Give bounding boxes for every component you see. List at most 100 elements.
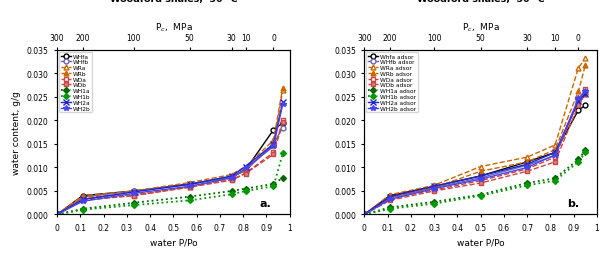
WRa adsor bbox=[430, 184, 437, 187]
WHfa bbox=[79, 194, 86, 197]
Line: WH1a: WH1a bbox=[55, 176, 285, 217]
Line: Whfa adsor: Whfa adsor bbox=[362, 104, 588, 217]
WH1a adsor bbox=[477, 194, 484, 197]
WH2a bbox=[228, 175, 235, 178]
WH2b bbox=[53, 213, 61, 216]
WH1a bbox=[186, 195, 193, 198]
WRa bbox=[186, 186, 193, 189]
WH2a bbox=[279, 101, 286, 104]
Y-axis label: water content, g/g: water content, g/g bbox=[12, 91, 21, 174]
WH1b adsor bbox=[386, 208, 394, 211]
WRa bbox=[279, 89, 286, 92]
WDa adsor bbox=[582, 88, 589, 91]
WDb adsor bbox=[430, 190, 437, 193]
WHfb adsor bbox=[361, 213, 368, 216]
WHfa bbox=[242, 169, 249, 172]
Whfa adsor bbox=[575, 109, 582, 112]
WH2b adsor bbox=[524, 166, 531, 169]
WH2b adsor bbox=[386, 198, 394, 201]
WRb bbox=[186, 181, 193, 184]
Text: a.: a. bbox=[260, 198, 271, 208]
Whfa adsor bbox=[386, 194, 394, 197]
X-axis label: P$_c$,  MPa: P$_c$, MPa bbox=[462, 22, 499, 34]
WH2b adsor bbox=[575, 98, 582, 101]
WHfb bbox=[53, 213, 61, 216]
X-axis label: water P/Po: water P/Po bbox=[149, 237, 197, 246]
WH1b adsor bbox=[430, 202, 437, 205]
WHfb adsor bbox=[551, 155, 559, 158]
WHfb adsor bbox=[430, 186, 437, 189]
Line: WDa: WDa bbox=[55, 119, 285, 217]
WDb bbox=[186, 186, 193, 189]
WHfa bbox=[228, 176, 235, 179]
WDb adsor bbox=[524, 170, 531, 173]
Text: b.: b. bbox=[567, 198, 579, 208]
WH2b bbox=[270, 145, 277, 148]
WHfb bbox=[130, 190, 137, 193]
Line: WH1b adsor: WH1b adsor bbox=[362, 151, 587, 217]
WH2b adsor bbox=[430, 187, 437, 190]
WHfb adsor bbox=[582, 93, 589, 96]
Whfa adsor bbox=[524, 161, 531, 164]
Title: Woodford shales,  30 °C: Woodford shales, 30 °C bbox=[110, 0, 237, 4]
WDb bbox=[279, 121, 286, 124]
WH2a adsor bbox=[477, 175, 484, 178]
WHfb bbox=[242, 170, 249, 173]
WH2a adsor bbox=[551, 151, 559, 154]
WRa adsor bbox=[582, 58, 589, 61]
WH1b adsor bbox=[477, 194, 484, 197]
WHfb adsor bbox=[477, 177, 484, 180]
WH2b bbox=[186, 185, 193, 188]
WH2a adsor bbox=[386, 195, 394, 198]
WDb adsor bbox=[477, 182, 484, 185]
WH1b bbox=[279, 152, 286, 155]
Legend: Whfa adsor, WHfb adsor, WRa adsor, WRb adsor, WDa adsor, WDb adsor, WH1a adsor, : Whfa adsor, WHfb adsor, WRa adsor, WRb a… bbox=[366, 53, 418, 113]
Whfa adsor bbox=[361, 213, 368, 216]
WDb bbox=[53, 213, 61, 216]
WH2b bbox=[279, 103, 286, 106]
WHfb bbox=[186, 183, 193, 186]
WH2a bbox=[130, 191, 137, 194]
Line: WH2a adsor: WH2a adsor bbox=[361, 91, 588, 217]
WH2b adsor bbox=[361, 213, 368, 216]
WH2a bbox=[270, 143, 277, 146]
WDa adsor bbox=[551, 156, 559, 159]
WRb bbox=[242, 165, 249, 168]
Line: WH1a adsor: WH1a adsor bbox=[362, 148, 587, 217]
Line: WHfb adsor: WHfb adsor bbox=[362, 92, 588, 217]
WDb adsor bbox=[386, 199, 394, 202]
WDb adsor bbox=[361, 213, 368, 216]
WRb adsor bbox=[575, 90, 582, 93]
WH2a adsor bbox=[361, 213, 368, 216]
WH1a bbox=[79, 208, 86, 211]
WRa adsor bbox=[477, 165, 484, 168]
WRa adsor bbox=[361, 213, 368, 216]
WDa bbox=[79, 198, 86, 201]
WDa adsor bbox=[430, 189, 437, 192]
Line: WRb adsor: WRb adsor bbox=[362, 63, 588, 217]
Whfa adsor bbox=[430, 185, 437, 188]
WDb bbox=[270, 153, 277, 156]
WDa adsor bbox=[386, 197, 394, 200]
WRb bbox=[270, 139, 277, 142]
Line: WH2b adsor: WH2b adsor bbox=[361, 89, 588, 217]
WHfa bbox=[130, 190, 137, 193]
WH1a adsor bbox=[361, 213, 368, 216]
WHfb adsor bbox=[575, 100, 582, 103]
WH2a adsor bbox=[430, 185, 437, 188]
WDb adsor bbox=[582, 93, 589, 96]
WH2b adsor bbox=[551, 154, 559, 157]
X-axis label: P$_c$,  MPa: P$_c$, MPa bbox=[155, 22, 192, 34]
WHfa bbox=[53, 213, 61, 216]
WRa bbox=[270, 144, 277, 147]
WHfb adsor bbox=[386, 197, 394, 200]
WHfa bbox=[186, 183, 193, 186]
WH1a bbox=[270, 183, 277, 186]
WDb adsor bbox=[551, 161, 559, 164]
WH1a bbox=[53, 213, 61, 216]
WRb adsor bbox=[524, 161, 531, 164]
WRa bbox=[53, 213, 61, 216]
WH1b bbox=[186, 199, 193, 202]
WRb adsor bbox=[386, 195, 394, 198]
WH2a adsor bbox=[582, 93, 589, 96]
